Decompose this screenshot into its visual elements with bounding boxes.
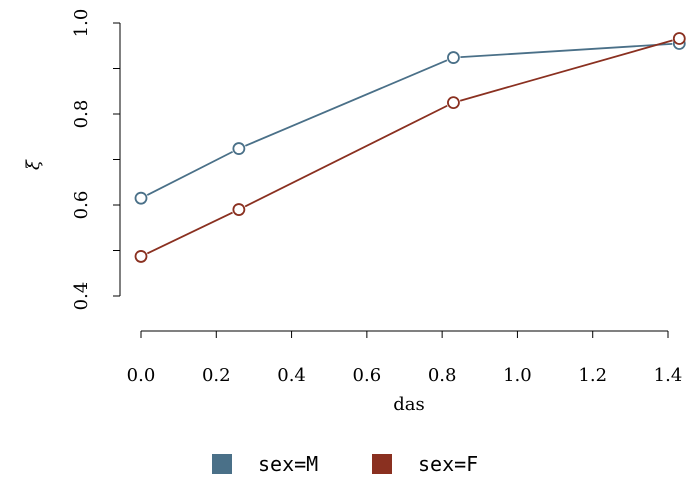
x-ticks: 0.0 0.2 0.4 0.6 0.8 1.0 1.2 1.4 — [127, 331, 683, 386]
legend: sex=M sex=F — [212, 452, 478, 476]
legend-swatch — [212, 454, 232, 474]
x-axis: 0.0 0.2 0.4 0.6 0.8 1.0 1.2 1.4 — [127, 330, 683, 386]
x-tick-label: 0.6 — [353, 365, 382, 386]
y-tick-label: 1.0 — [71, 9, 92, 38]
x-tick-label: 0.8 — [428, 365, 457, 386]
series-sex=M — [134, 37, 686, 205]
series-layer — [134, 32, 686, 263]
data-point — [134, 191, 148, 205]
x-tick-label: 0.0 — [127, 365, 156, 386]
data-point — [232, 142, 246, 155]
series-line-segment — [244, 59, 448, 147]
series-line-segment — [146, 211, 233, 255]
data-point — [447, 96, 460, 110]
x-tick-label: 1.2 — [578, 365, 607, 386]
series-sex=F — [134, 32, 686, 263]
y-ticks: 0.4 0.6 0.8 1.0 — [71, 9, 120, 311]
y-tick-label: 0.8 — [71, 100, 92, 129]
x-tick-label: 1.4 — [654, 365, 683, 386]
legend-label: sex=M — [258, 452, 318, 476]
legend-label: sex=F — [418, 452, 478, 476]
legend-swatch — [372, 454, 392, 474]
y-tick-label: 0.4 — [71, 282, 92, 311]
x-tick-label: 0.2 — [202, 365, 231, 386]
x-axis-title: das — [393, 394, 425, 415]
series-line-segment — [459, 39, 673, 102]
y-axis: 0.4 0.6 0.8 1.0 — [71, 9, 121, 311]
series-line-segment — [146, 150, 234, 196]
x-tick-label: 1.0 — [503, 365, 532, 386]
series-line-segment — [460, 43, 673, 59]
data-point — [672, 32, 686, 45]
y-tick-label: 0.6 — [71, 191, 92, 220]
x-tick-label: 0.4 — [277, 365, 306, 386]
data-point — [232, 203, 246, 216]
series-line-segment — [244, 104, 448, 208]
data-point — [447, 51, 460, 64]
data-point — [134, 250, 148, 263]
y-axis-title: ξ — [23, 159, 44, 170]
